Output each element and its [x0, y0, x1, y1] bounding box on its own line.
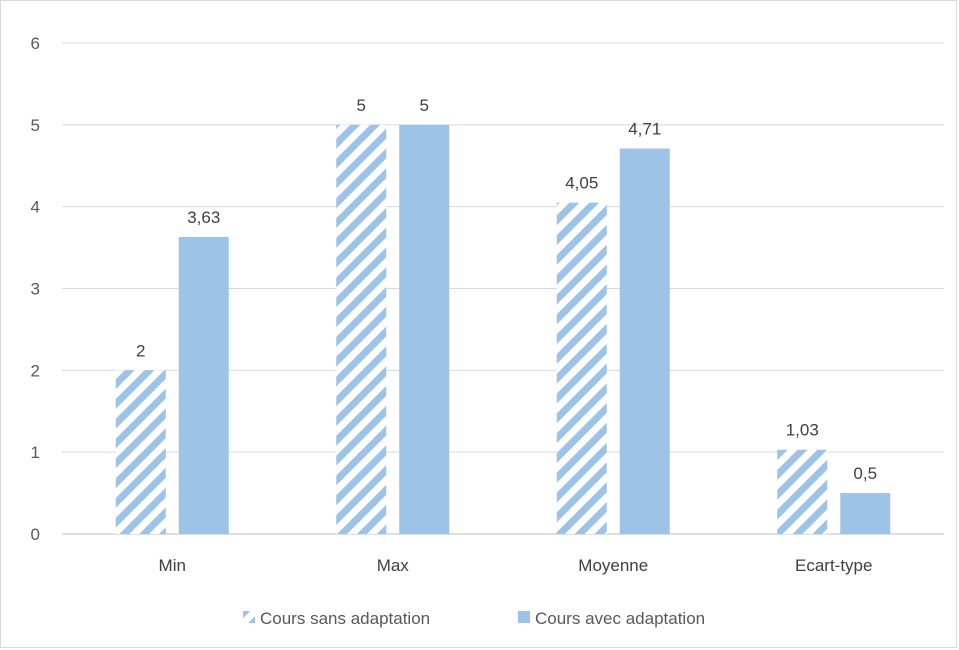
- y-tick-label: 1: [31, 443, 40, 462]
- data-labels: 2 3,63 5 5 4,05 4,71 1,03 0,5: [136, 96, 877, 483]
- y-tick-label: 6: [31, 34, 40, 53]
- y-tick-label: 2: [31, 361, 40, 380]
- y-tick-label: 0: [31, 525, 40, 544]
- legend: Cours sans adaptation Cours avec adaptati…: [243, 609, 705, 628]
- legend-swatch: [243, 611, 255, 623]
- legend-swatch: [518, 611, 530, 623]
- data-label: 4,71: [628, 120, 661, 139]
- y-tick-label: 4: [31, 198, 40, 217]
- x-category-label: Ecart-type: [795, 556, 872, 575]
- bar-sans-adaptation: [777, 449, 828, 534]
- y-tick-label: 3: [31, 280, 40, 299]
- x-category-label: Max: [377, 556, 410, 575]
- bar-sans-adaptation: [336, 124, 387, 534]
- data-label: 2: [136, 341, 145, 360]
- x-category-label: Moyenne: [578, 556, 648, 575]
- bar-sans-adaptation: [556, 202, 607, 534]
- bar-sans-adaptation: [115, 370, 166, 534]
- bars: [115, 124, 891, 534]
- legend-label: Cours sans adaptation: [260, 609, 430, 628]
- y-tick-label: 5: [31, 116, 40, 135]
- data-label: 0,5: [853, 464, 877, 483]
- bar-avec-adaptation: [619, 148, 670, 534]
- data-label: 5: [357, 96, 366, 115]
- bar-avec-adaptation: [178, 236, 229, 534]
- data-label: 4,05: [565, 174, 598, 193]
- x-category-label: Min: [159, 556, 186, 575]
- x-axis-categories: Min Max Moyenne Ecart-type: [159, 556, 873, 575]
- legend-label: Cours avec adaptation: [535, 609, 705, 628]
- data-label: 1,03: [786, 421, 819, 440]
- data-label: 5: [420, 96, 429, 115]
- data-label: 3,63: [187, 208, 220, 227]
- bar-avec-adaptation: [840, 493, 891, 534]
- y-axis-ticks: 0 1 2 3 4 5 6: [31, 34, 40, 544]
- bar-avec-adaptation: [399, 124, 450, 534]
